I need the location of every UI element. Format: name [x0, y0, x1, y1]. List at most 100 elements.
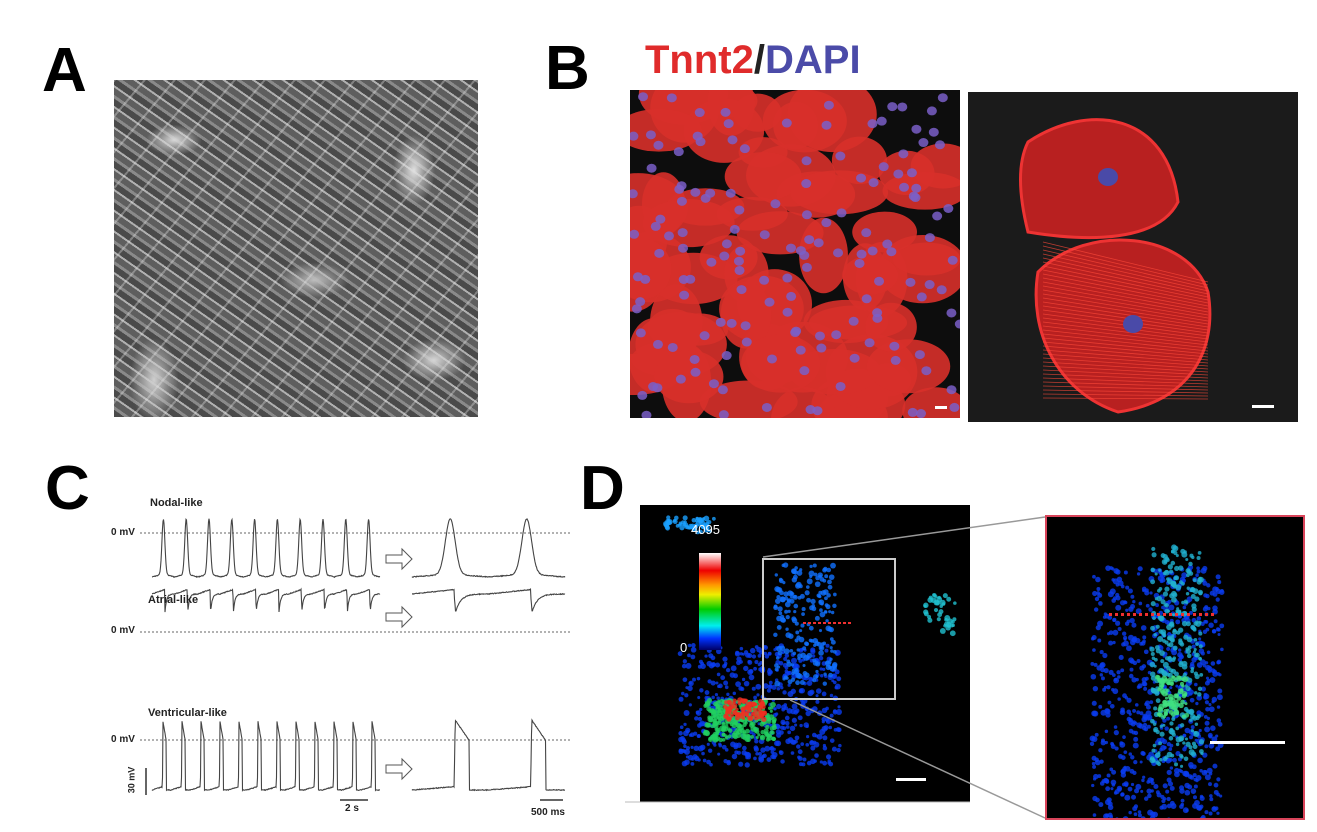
signal-pixel: [753, 666, 757, 671]
signal-pixel: [1202, 664, 1207, 668]
signal-pixel: [783, 656, 788, 661]
signal-pixel: [825, 754, 832, 760]
signal-pixel: [1209, 797, 1214, 802]
nucleus: [655, 214, 666, 224]
signal-pixel: [1195, 804, 1202, 811]
signal-pixel: [726, 692, 730, 697]
signal-pixel: [1162, 797, 1167, 801]
signal-pixel: [1136, 572, 1141, 576]
signal-pixel: [819, 646, 823, 650]
signal-pixel: [933, 607, 939, 613]
sarcomere-fiber: [1042, 369, 1209, 379]
signal-pixel: [1140, 625, 1147, 631]
signal-pixel: [1212, 763, 1218, 769]
signal-pixel: [1141, 681, 1147, 687]
signal-pixel: [1116, 576, 1123, 583]
nucleus: [652, 339, 663, 349]
signal-pixel: [700, 524, 706, 530]
sarcomere-fiber: [1042, 337, 1209, 355]
signal-pixel: [1193, 784, 1198, 789]
signal-pixel: [1141, 677, 1147, 683]
signal-pixel: [836, 709, 842, 715]
signal-pixel: [729, 672, 736, 678]
signal-pixel: [1184, 712, 1190, 718]
signal-pixel: [1183, 599, 1188, 604]
signal-pixel: [942, 593, 948, 599]
nucleus: [767, 354, 778, 364]
signal-pixel: [1174, 762, 1179, 767]
nucleus: [861, 294, 872, 304]
signal-pixel: [691, 518, 697, 523]
signal-pixel: [1181, 600, 1185, 605]
nucleus: [849, 353, 860, 363]
signal-pixel: [1098, 802, 1104, 808]
nucleus: [946, 385, 957, 395]
signal-pixel: [1171, 717, 1176, 721]
nucleus: [635, 328, 646, 338]
signal-pixel: [1170, 638, 1175, 643]
signal-pixel: [763, 645, 768, 650]
signal-pixel: [1164, 570, 1169, 574]
signal-pixel: [818, 628, 823, 633]
signal-pixel: [1200, 814, 1206, 818]
signal-pixel: [927, 617, 933, 623]
signal-pixel: [1216, 705, 1221, 709]
signal-pixel: [835, 652, 839, 656]
profile-line-dot: [828, 622, 831, 624]
signal-pixel: [1149, 700, 1154, 705]
signal-pixel: [792, 594, 798, 600]
signal-pixel: [721, 732, 726, 737]
signal-pixel: [771, 716, 777, 723]
signal-pixel: [791, 568, 797, 575]
signal-pixel: [1104, 729, 1109, 734]
signal-pixel: [757, 733, 761, 737]
signal-pixel: [1146, 724, 1151, 729]
signal-pixel: [810, 745, 816, 751]
signal-pixel: [1158, 571, 1163, 576]
signal-pixel: [811, 732, 817, 738]
signal-pixel: [692, 754, 698, 760]
signal-pixel: [780, 685, 784, 690]
signal-pixel: [1181, 684, 1185, 688]
signal-pixel: [819, 611, 826, 618]
signal-pixel: [776, 703, 782, 710]
signal-pixel: [767, 651, 772, 656]
signal-pixel: [1184, 789, 1191, 796]
nucleus: [646, 163, 657, 173]
nucleus: [648, 382, 659, 392]
signal-pixel: [1094, 596, 1100, 602]
signal-pixel: [785, 725, 790, 729]
trace-line: [411, 517, 566, 578]
signal-pixel: [1193, 637, 1198, 642]
signal-pixel: [765, 724, 770, 730]
signal-pixel: [1115, 604, 1122, 611]
signal-pixel: [735, 650, 740, 655]
signal-pixel: [836, 676, 842, 682]
nucleus: [954, 319, 960, 329]
signal-pixel: [688, 703, 692, 707]
signal-pixel: [1186, 573, 1190, 578]
signal-pixel: [1216, 811, 1220, 815]
cell-region: [790, 170, 889, 215]
signal-pixel: [814, 753, 819, 758]
profile-line-dot: [848, 622, 851, 624]
signal-pixel: [1092, 648, 1096, 652]
signal-pixel: [1123, 635, 1128, 640]
signal-pixel: [1113, 678, 1118, 682]
trace-line: [151, 517, 381, 579]
signal-pixel: [1197, 550, 1202, 555]
signal-pixel: [764, 745, 771, 752]
signal-pixel: [723, 661, 728, 666]
signal-pixel: [1107, 812, 1113, 818]
profile-line-dot: [1121, 613, 1124, 616]
signal-pixel: [745, 713, 749, 717]
signal-pixel: [1210, 725, 1216, 731]
signal-pixel: [1166, 769, 1172, 776]
nucleus: [727, 135, 738, 145]
signal-pixel: [694, 519, 699, 523]
signal-pixel: [1167, 632, 1172, 637]
signal-pixel: [1160, 745, 1166, 751]
zero-mv-label: 0 mV: [111, 527, 135, 538]
signal-pixel: [1165, 672, 1171, 677]
signal-pixel: [1203, 715, 1208, 719]
